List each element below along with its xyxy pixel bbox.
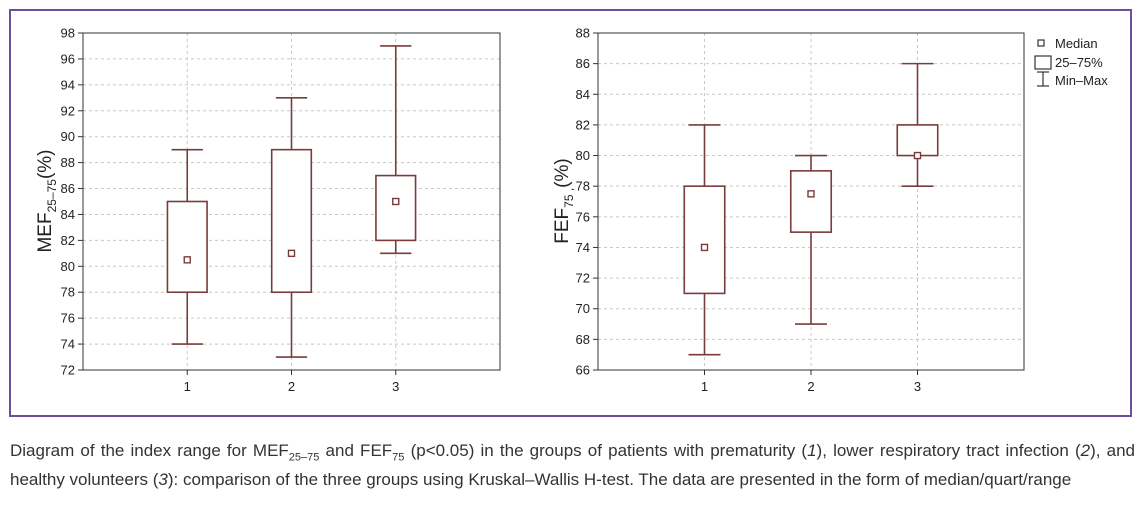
right-y-axis-label: FEF75 ,(%) bbox=[552, 158, 576, 243]
right-y-tick-label: 70 bbox=[576, 301, 590, 316]
left-box-group-2 bbox=[270, 97, 313, 358]
right-y-tick-label: 68 bbox=[576, 332, 590, 347]
left-y-tick-label: 90 bbox=[61, 129, 75, 144]
legend-box-label: 25–75% bbox=[1055, 55, 1103, 70]
right-median-marker bbox=[807, 190, 815, 198]
left-iqr-box bbox=[375, 174, 417, 242]
legend-median-label: Median bbox=[1055, 36, 1098, 51]
left-x-tick-label: 1 bbox=[184, 379, 191, 394]
right-y-tick-label: 80 bbox=[576, 148, 590, 163]
legend-box-marker bbox=[1034, 55, 1052, 70]
left-y-tick-label: 78 bbox=[61, 285, 75, 300]
left-iqr-box bbox=[166, 200, 208, 294]
right-y-tick-label: 82 bbox=[576, 117, 590, 132]
figure-frame: MEF25–75(%) FEF75 ,(%) 72 74 76 78 80 82 84 86 8… bbox=[9, 9, 1132, 417]
left-x-tick-label: 3 bbox=[392, 379, 399, 394]
right-box-group-3 bbox=[896, 62, 939, 187]
left-y-tick-label: 96 bbox=[61, 51, 75, 66]
left-y-tick-label: 76 bbox=[61, 311, 75, 326]
right-y-tick-label: 76 bbox=[576, 209, 590, 224]
right-x-tick-label: 3 bbox=[914, 379, 921, 394]
left-y-tick-label: 72 bbox=[61, 363, 75, 378]
left-y-tick-label: 98 bbox=[61, 26, 75, 41]
figure-caption: Diagram of the index range for MEF25–75 … bbox=[10, 441, 1136, 489]
left-y-tick-label: 94 bbox=[61, 77, 75, 92]
legend-median-marker bbox=[1037, 39, 1045, 47]
left-y-tick-label: 86 bbox=[61, 181, 75, 196]
left-median-marker bbox=[392, 197, 400, 206]
left-y-tick-label: 88 bbox=[61, 155, 75, 170]
chart-right: 66 68 70 72 74 76 78 80 82 84 86 88 1 2 3 bbox=[576, 26, 1025, 394]
right-median-marker bbox=[700, 243, 709, 252]
left-median-marker bbox=[287, 249, 296, 258]
left-y-tick-label: 80 bbox=[61, 259, 75, 274]
left-y-tick-label: 74 bbox=[61, 337, 75, 352]
legend-range-label: Min–Max bbox=[1055, 73, 1108, 88]
right-x-tick-label: 1 bbox=[701, 379, 708, 394]
right-iqr-box bbox=[683, 185, 726, 295]
left-median-marker bbox=[183, 256, 191, 264]
chart-left: 72 74 76 78 80 82 84 86 88 90 92 94 96 98 1 2 3 bbox=[61, 26, 501, 394]
right-iqr-box bbox=[896, 124, 939, 157]
right-y-tick-label: 72 bbox=[576, 271, 590, 286]
right-plot-area bbox=[597, 32, 1025, 371]
left-box-group-3 bbox=[375, 45, 417, 255]
left-y-axis-label: MEF25–75(%) bbox=[35, 149, 59, 252]
charts-svg: MEF25–75(%) FEF75 ,(%) 72 74 76 78 80 82 84 86 8… bbox=[35, 26, 1108, 395]
left-box-group-1 bbox=[166, 148, 208, 345]
right-y-tick-label: 88 bbox=[576, 26, 590, 41]
left-y-tick-label: 84 bbox=[61, 207, 75, 222]
left-iqr-box bbox=[270, 148, 313, 294]
left-y-tick-label: 82 bbox=[61, 233, 75, 248]
right-y-tick-label: 84 bbox=[576, 87, 590, 102]
left-y-tick-label: 92 bbox=[61, 103, 75, 118]
right-y-tick-label: 66 bbox=[576, 363, 590, 378]
right-y-tick-label: 78 bbox=[576, 179, 590, 194]
right-x-tick-label: 2 bbox=[807, 379, 814, 394]
legend: Median 25–75% Min–Max bbox=[1034, 36, 1108, 88]
left-x-tick-label: 2 bbox=[288, 379, 295, 394]
right-median-marker bbox=[913, 151, 922, 160]
left-plot-area bbox=[82, 32, 501, 371]
right-box-group-1 bbox=[683, 124, 726, 356]
right-box-group-2 bbox=[789, 154, 833, 325]
right-y-tick-label: 86 bbox=[576, 56, 590, 71]
right-iqr-box bbox=[789, 170, 833, 233]
right-y-tick-label: 74 bbox=[576, 240, 590, 255]
